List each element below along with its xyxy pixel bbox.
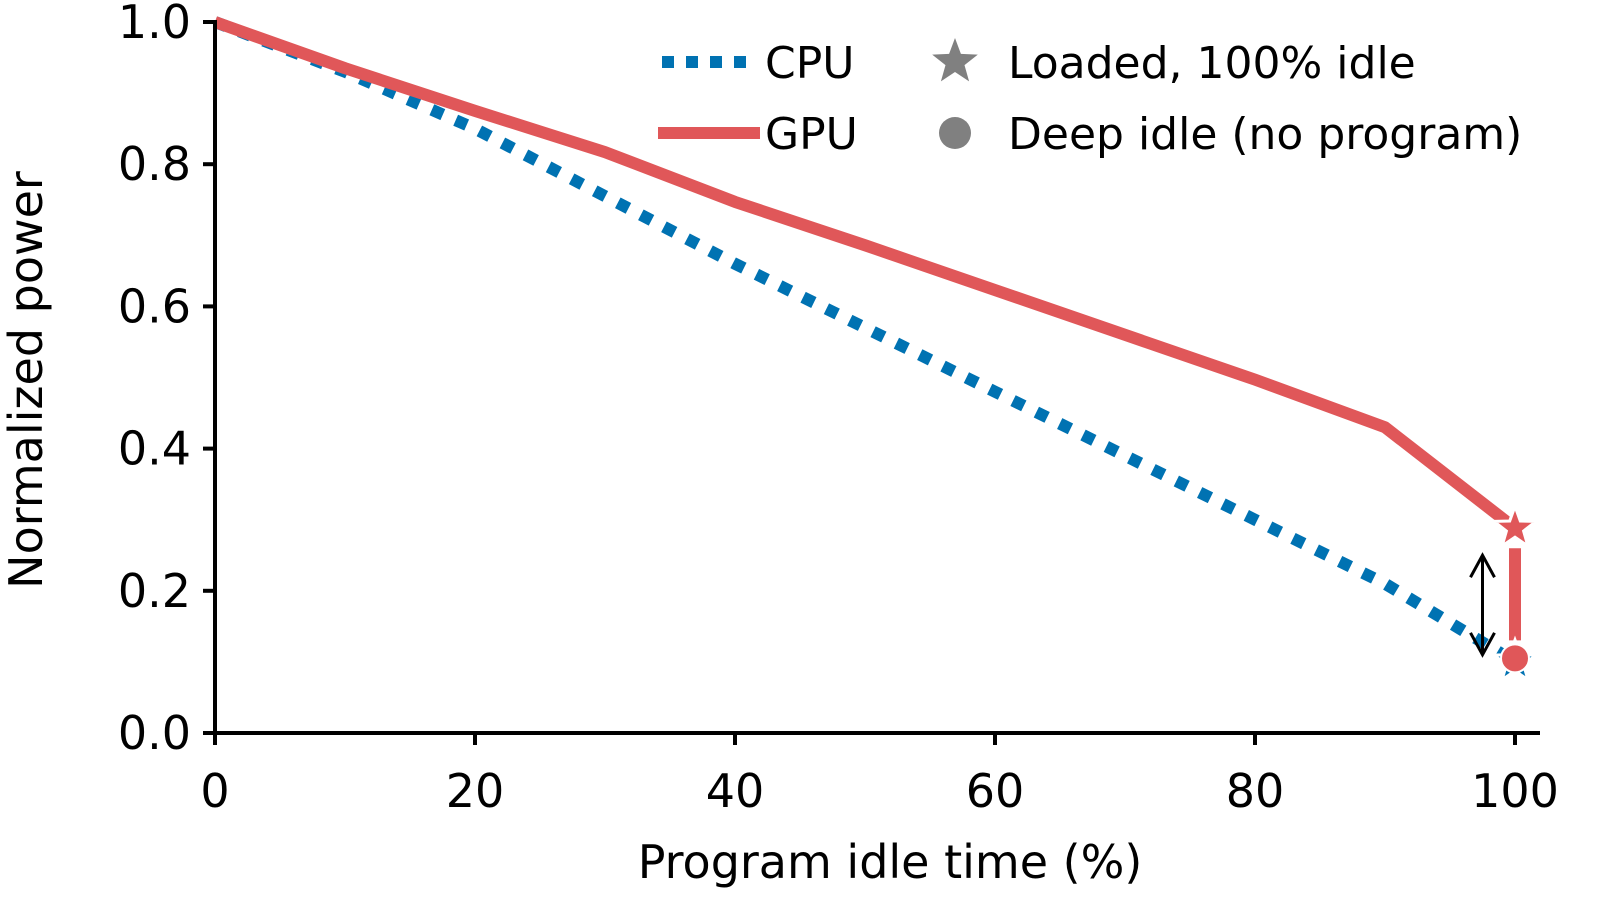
difference-double-arrow [1469,552,1496,658]
legend-deep-idle-label: Deep idle (no program) [1008,109,1522,160]
x-tick-label: 0 [200,764,229,818]
x-tick-label: 80 [1226,764,1285,818]
legend-loaded-label: Loaded, 100% idle [1008,38,1416,89]
y-tick-label: 0.2 [118,564,191,618]
x-tick-label: 100 [1471,764,1559,818]
legend-gpu-label: GPU [765,109,858,160]
legend-star-icon [932,38,978,82]
x-tick-label: 20 [446,764,505,818]
x-tick-label: 60 [966,764,1025,818]
x-ticks: 0 20 40 60 80 100 [200,733,1559,818]
x-tick-label: 40 [706,764,765,818]
y-ticks: 0.0 0.2 0.4 0.6 0.8 1.0 [118,0,215,760]
y-axis-label: Normalized power [0,171,53,589]
axes [213,20,1540,735]
y-tick-label: 1.0 [118,0,191,49]
plot-area [212,16,1541,684]
legend: CPU GPU Loaded, 100% idle Deep idle (no … [658,38,1522,160]
y-tick-label: 0.8 [118,137,191,191]
legend-cpu-label: CPU [765,38,854,89]
y-tick-label: 0.6 [118,279,191,333]
gpu-series-line [212,16,1519,533]
legend-circle-icon [939,117,971,149]
cpu-series-line [212,16,1519,668]
gpu-deep-idle-circle-marker [1500,643,1530,674]
y-tick-label: 0.4 [118,422,191,476]
y-tick-label: 0.0 [118,706,191,760]
gpu-loaded-star-marker [1489,501,1541,550]
x-axis-label: Program idle time (%) [638,835,1143,889]
